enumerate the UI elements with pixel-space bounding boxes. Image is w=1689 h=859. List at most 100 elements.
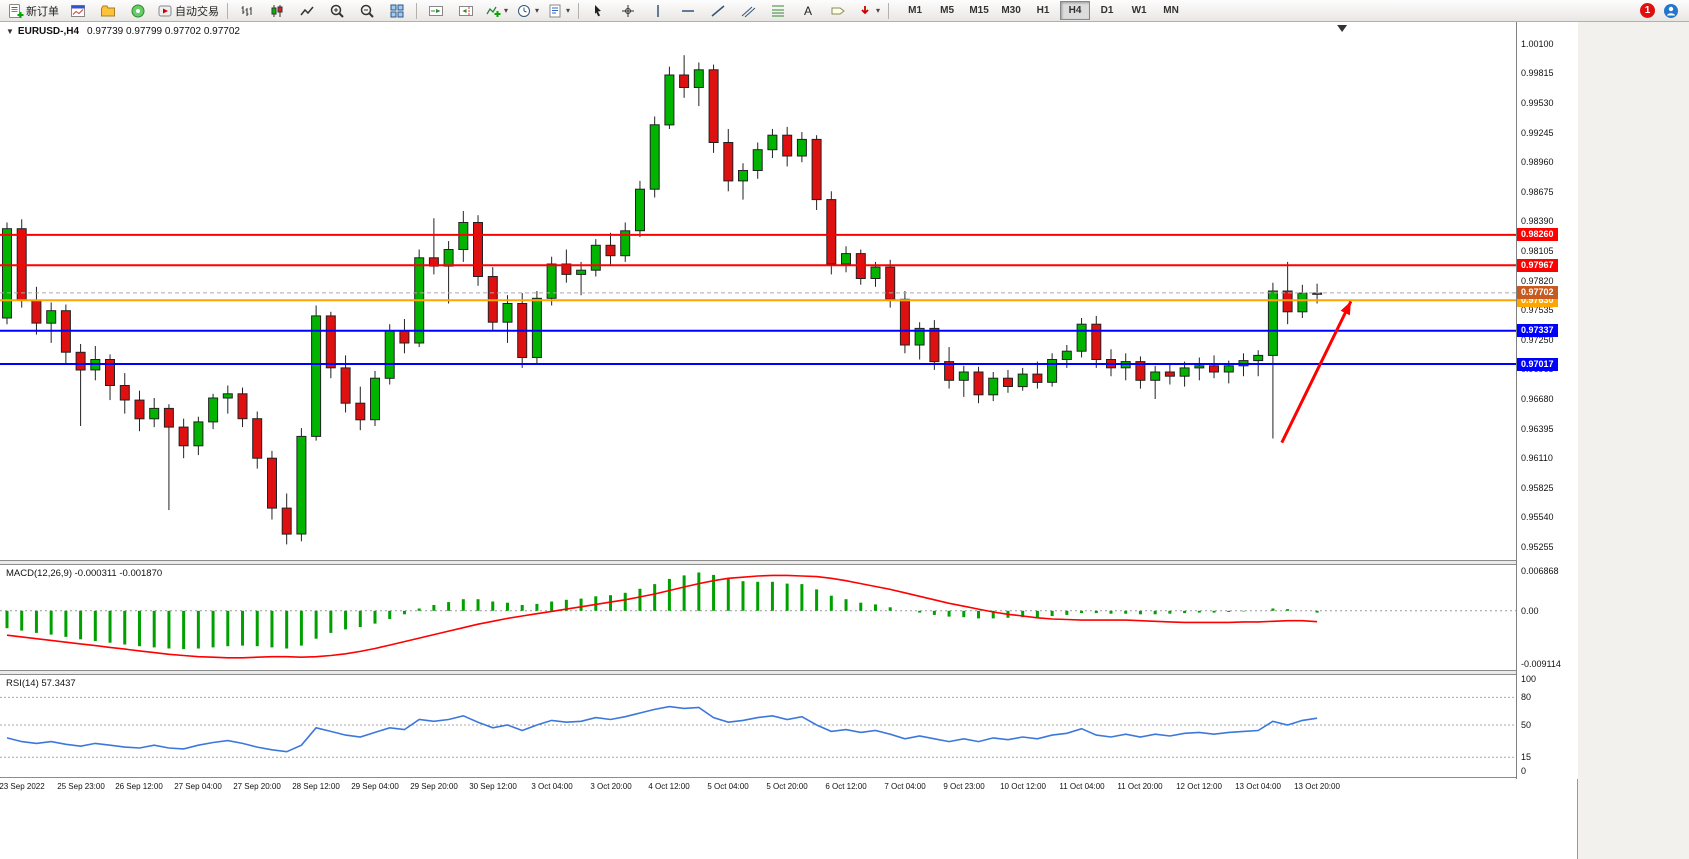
autotrading-icon <box>157 3 173 19</box>
cursor-icon <box>590 3 606 19</box>
crosshair-button[interactable] <box>613 0 643 22</box>
candlestick-icon <box>269 3 285 19</box>
candle-up <box>635 188 645 232</box>
time-axis-label: 11 Oct 20:00 <box>1117 782 1163 791</box>
panel-splitter-rsi[interactable] <box>0 670 1577 675</box>
candle-down <box>325 315 336 369</box>
timeframe-w1-button[interactable]: W1 <box>1131 5 1147 16</box>
autotrading-button[interactable]: 自动交易 <box>153 0 223 22</box>
bar-chart-button[interactable] <box>232 0 262 22</box>
market-watch-button[interactable] <box>123 0 153 22</box>
cursor-button[interactable] <box>583 0 613 22</box>
arrow-annotation[interactable] <box>1280 300 1353 444</box>
zoom-out-button[interactable] <box>352 0 382 22</box>
price-tag: 0.97017 <box>1517 357 1558 371</box>
periods-button[interactable]: ▾ <box>512 0 543 22</box>
price-axis[interactable]: 1.00100 0.99815 0.99530 0.99245 0.98960 0.986… <box>1516 22 1578 779</box>
time-axis-label: 27 Sep 20:00 <box>233 782 281 791</box>
zoom-in-button[interactable] <box>322 0 352 22</box>
auto-scroll-icon <box>428 3 444 19</box>
timeframe-d1-button[interactable]: D1 <box>1100 5 1114 16</box>
rsi-panel[interactable] <box>0 675 1516 777</box>
candle-up <box>458 222 469 250</box>
candle-up <box>958 371 969 381</box>
price-scale-label: -0.009114 <box>1521 658 1561 669</box>
arrow-tools-button[interactable]: ▾ <box>853 0 884 22</box>
candlestick-chart-button[interactable] <box>262 0 292 22</box>
price-tag: 0.97702 <box>1517 286 1558 300</box>
candle-down <box>973 371 984 396</box>
timeframe-h4-button[interactable]: H4 <box>1060 1 1091 20</box>
candle-up <box>752 149 763 171</box>
horizontal-line-button[interactable] <box>673 0 703 22</box>
chevron-down-icon: ▾ <box>504 6 509 15</box>
macd-panel[interactable] <box>0 565 1516 670</box>
horizontal-line-icon <box>680 3 696 19</box>
candle-down <box>723 142 734 182</box>
candle-down <box>340 367 351 404</box>
timeframe-m1-button[interactable]: M1 <box>908 5 923 16</box>
price-chart[interactable] <box>0 22 1516 560</box>
time-axis-label: 26 Sep 12:00 <box>115 782 163 791</box>
candle-up <box>296 435 307 535</box>
indicators-button[interactable]: ▾ <box>481 0 512 22</box>
zoom-in-icon <box>329 3 345 19</box>
time-axis-label: 5 Oct 20:00 <box>766 782 808 791</box>
label-button[interactable] <box>823 0 853 22</box>
tile-windows-button[interactable] <box>382 0 412 22</box>
one-click-collapse-icon[interactable]: ▼ <box>6 27 14 36</box>
toolbar-separator <box>888 2 890 19</box>
panel-splitter-macd[interactable] <box>0 560 1577 565</box>
candle-up <box>1179 367 1190 377</box>
price-scale-label: 0.006868 <box>1521 565 1559 576</box>
workspace-background <box>1578 22 1689 859</box>
trendline-icon <box>710 3 726 19</box>
candle-down <box>929 327 940 363</box>
toolbar-separator <box>227 2 228 19</box>
trendline-button[interactable] <box>703 0 733 22</box>
time-axis[interactable]: 23 Sep 2022 25 Sep 23:00 26 Sep 12:00 27 Se… <box>0 780 1577 796</box>
candle-up <box>193 421 204 447</box>
new-chart-button[interactable] <box>63 0 93 22</box>
text-button[interactable]: A <box>793 0 823 22</box>
chart-shift-marker[interactable] <box>1337 25 1348 32</box>
zoom-out-icon <box>359 3 375 19</box>
toolbar-separator <box>578 2 580 19</box>
candle-up <box>311 315 322 437</box>
auto-scroll-button[interactable] <box>421 0 451 22</box>
candle-up <box>1267 290 1278 356</box>
candle-up <box>443 249 454 267</box>
new-order-button[interactable]: 新订单 <box>4 0 63 22</box>
timeframe-m30-button[interactable]: M30 <box>1001 5 1021 16</box>
price-tag: 0.98260 <box>1517 228 1558 242</box>
notification-badge[interactable]: 1 <box>1640 3 1655 18</box>
profiles-button[interactable] <box>93 0 123 22</box>
price-scale-label: 0 <box>1521 766 1527 776</box>
candle-down <box>561 263 572 275</box>
chart-shift-button[interactable] <box>451 0 481 22</box>
indicators-icon <box>485 3 501 19</box>
candle-down <box>119 385 130 401</box>
rsi-line <box>6 705 1318 753</box>
market-watch-icon <box>130 3 146 19</box>
templates-button[interactable]: ▾ <box>543 0 574 22</box>
channel-button[interactable] <box>733 0 763 22</box>
channel-icon <box>740 3 756 19</box>
bar-chart-icon <box>239 3 255 19</box>
timeframe-toolbar: M1 M5 M15 M30 H1 H4 D1 W1 MN <box>899 1 1187 20</box>
time-axis-label: 29 Sep 04:00 <box>351 782 399 791</box>
candle-up <box>502 303 513 323</box>
timeframe-mn-button[interactable]: MN <box>1163 5 1179 16</box>
time-axis-label: 11 Oct 04:00 <box>1059 782 1105 791</box>
rsi-label: RSI(14) 57.3437 <box>6 678 76 689</box>
fibonacci-button[interactable] <box>763 0 793 22</box>
candle-up <box>664 74 675 126</box>
price-scale-label: 0.97250 <box>1521 334 1554 345</box>
timeframe-m15-button[interactable]: M15 <box>969 5 989 16</box>
line-chart-button[interactable] <box>292 0 322 22</box>
community-icon[interactable] <box>1663 3 1679 19</box>
vertical-line-button[interactable] <box>643 0 673 22</box>
timeframe-h1-button[interactable]: H1 <box>1036 5 1050 16</box>
timeframe-m5-button[interactable]: M5 <box>940 5 955 16</box>
candle-down <box>1135 361 1146 381</box>
